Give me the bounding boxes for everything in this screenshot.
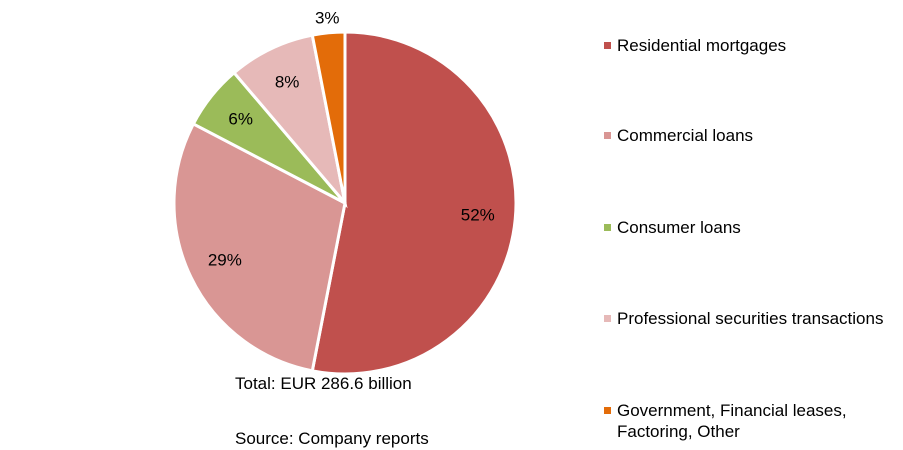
pie-slice <box>232 33 348 209</box>
legend-label: Government, Financial leases, Factoring,… <box>617 401 847 441</box>
legend-swatch <box>604 224 611 231</box>
legend-item: Residential mortgages <box>604 35 903 56</box>
legend-item: Professional securities transactions <box>604 308 903 329</box>
data-label: 52% <box>461 205 495 224</box>
legend-item: Government, Financial leases, Factoring,… <box>604 400 903 442</box>
legend-swatch <box>604 132 611 139</box>
pie-slice <box>310 30 347 204</box>
legend-label: Commercial loans <box>617 126 754 145</box>
chart: 52% 29% 6% 8% 3% <box>172 9 518 376</box>
data-label: 8% <box>275 72 300 91</box>
note: Total: EUR 286.6 billion <box>235 374 412 393</box>
legend-swatch <box>604 407 611 414</box>
data-label: 3% <box>315 9 340 28</box>
pie-slice <box>310 30 518 376</box>
legend-item: Commercial loans <box>604 125 903 146</box>
legend-label: Residential mortgages <box>617 36 787 55</box>
pie-slice <box>172 121 347 373</box>
data-label: 29% <box>208 250 242 269</box>
legend-label: Consumer loans <box>617 218 741 237</box>
data-label: 6% <box>228 109 253 128</box>
note: Source: Company reports <box>235 429 429 448</box>
legend-swatch <box>604 42 611 49</box>
legend-swatch <box>604 315 611 322</box>
legend-item: Consumer loans <box>604 217 903 238</box>
legend-label: Professional securities transactions <box>617 309 884 328</box>
